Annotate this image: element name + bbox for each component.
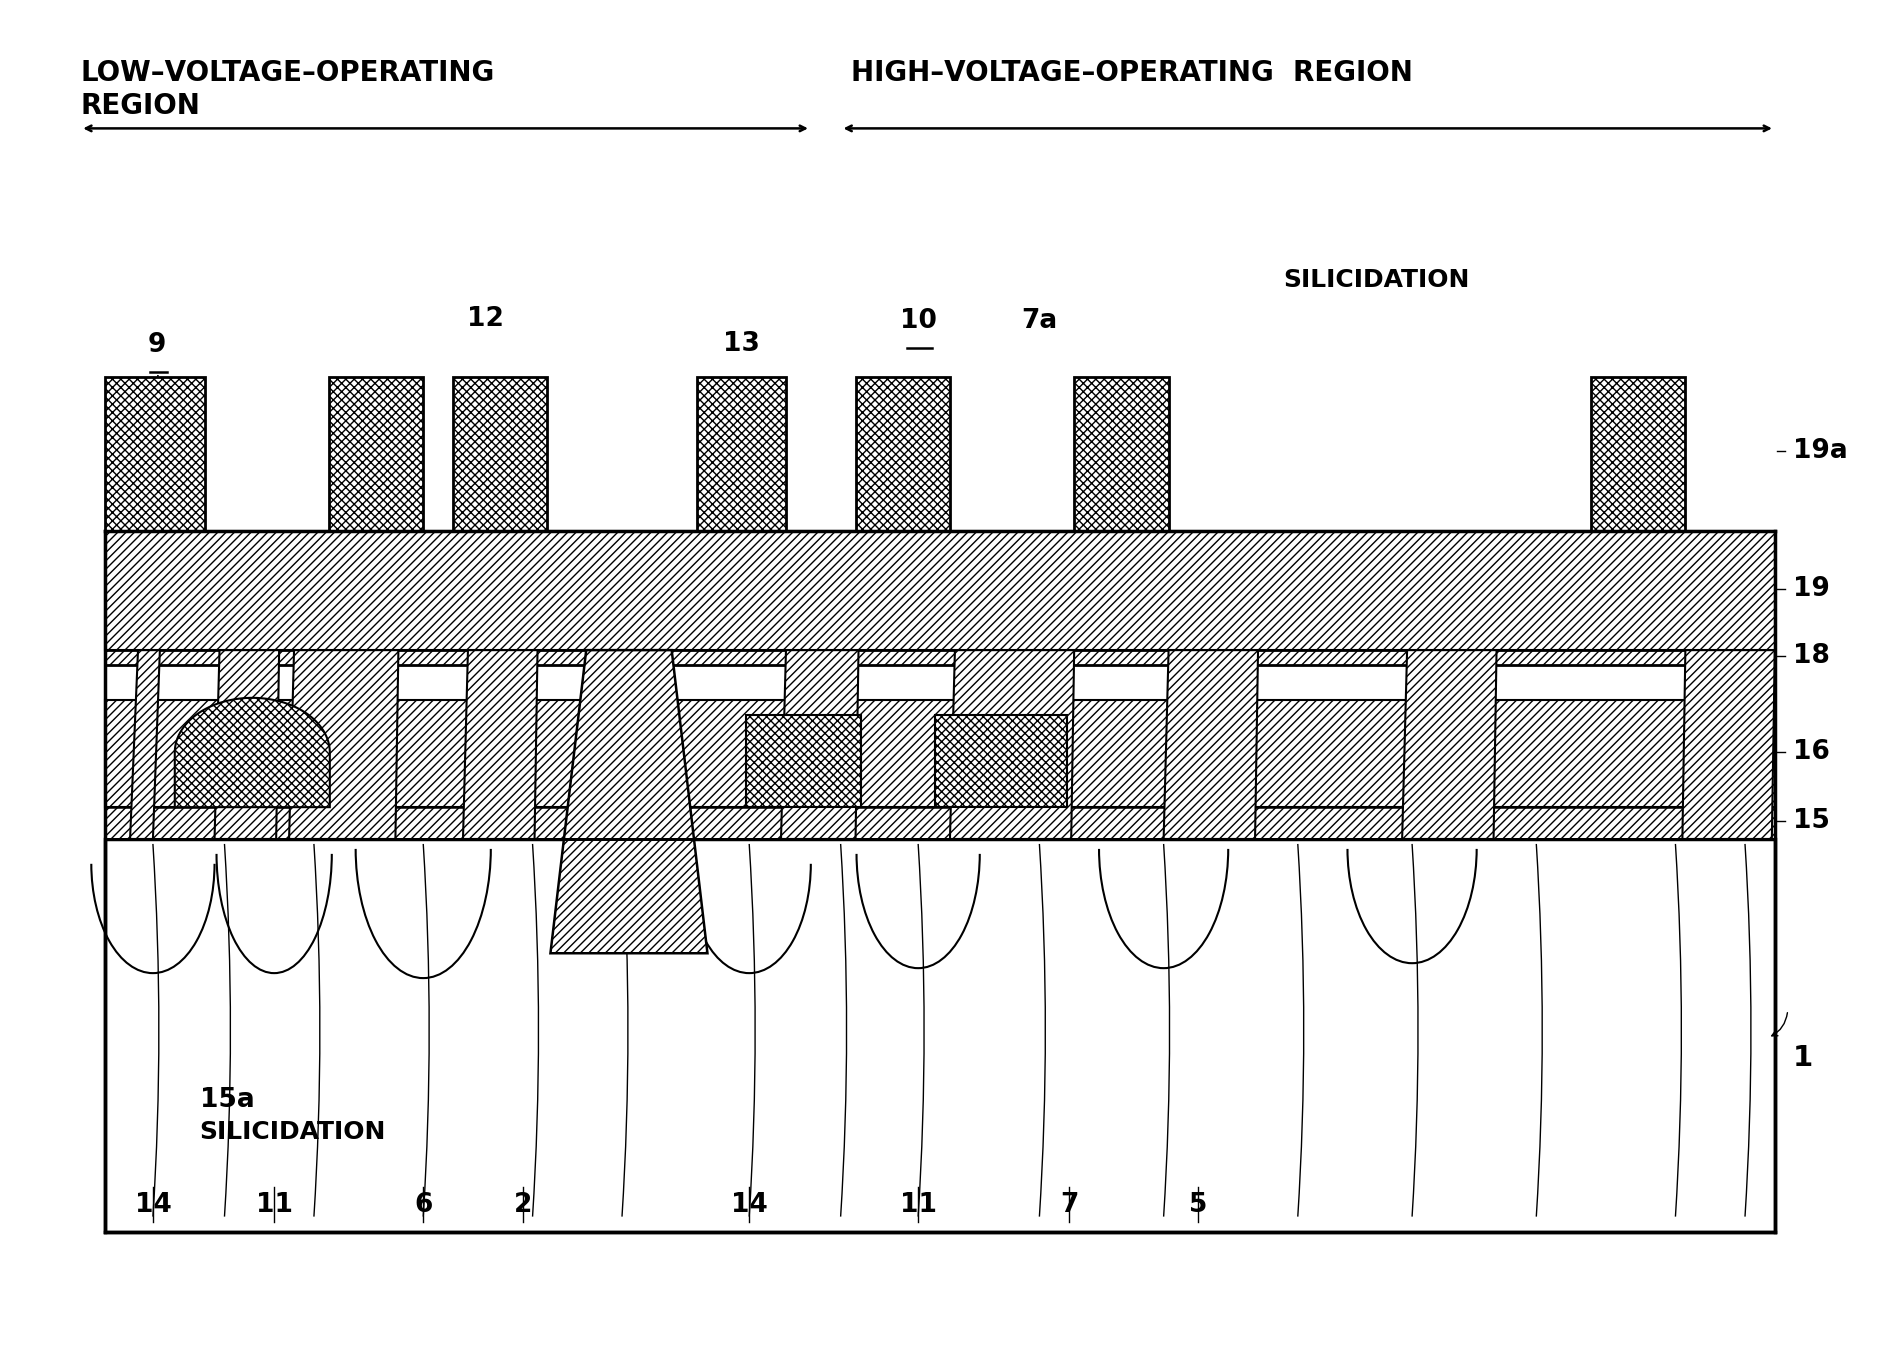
- Polygon shape: [1402, 650, 1497, 839]
- Text: 14: 14: [134, 1191, 172, 1218]
- Bar: [328, 377, 424, 530]
- Bar: [1074, 377, 1169, 530]
- Bar: [452, 377, 547, 530]
- Bar: [935, 715, 1067, 808]
- Polygon shape: [130, 650, 160, 839]
- Bar: [106, 530, 1776, 650]
- Text: 18: 18: [1793, 643, 1830, 669]
- Text: 11: 11: [256, 1191, 292, 1218]
- Polygon shape: [464, 650, 537, 839]
- Text: 15: 15: [1793, 808, 1830, 835]
- Text: 7: 7: [1059, 1191, 1078, 1218]
- Bar: [106, 808, 1776, 839]
- Bar: [106, 377, 205, 530]
- Polygon shape: [1683, 650, 1776, 839]
- Text: SILICIDATION: SILICIDATION: [200, 1120, 386, 1144]
- Text: 6: 6: [415, 1191, 432, 1218]
- Text: LOW–VOLTAGE–OPERATING: LOW–VOLTAGE–OPERATING: [81, 59, 494, 87]
- Text: 11: 11: [899, 1191, 937, 1218]
- Text: 12: 12: [467, 306, 505, 332]
- Bar: [746, 715, 861, 808]
- Polygon shape: [950, 650, 1074, 839]
- Text: SILICIDATION: SILICIDATION: [1284, 268, 1468, 292]
- Bar: [106, 839, 1776, 1232]
- Text: 19: 19: [1793, 576, 1830, 602]
- Text: 13: 13: [722, 331, 760, 357]
- Text: REGION: REGION: [81, 92, 200, 120]
- Polygon shape: [1163, 650, 1257, 839]
- Polygon shape: [175, 697, 330, 808]
- Text: 7a: 7a: [1022, 308, 1057, 334]
- Text: 2: 2: [513, 1191, 532, 1218]
- Bar: [106, 700, 1776, 808]
- Polygon shape: [288, 650, 398, 839]
- Text: 16: 16: [1793, 739, 1830, 765]
- Text: 1: 1: [1793, 1043, 1813, 1071]
- Polygon shape: [780, 650, 858, 839]
- Text: 5: 5: [1189, 1191, 1208, 1218]
- Bar: [856, 377, 950, 530]
- Polygon shape: [550, 650, 707, 953]
- Text: HIGH–VOLTAGE–OPERATING  REGION: HIGH–VOLTAGE–OPERATING REGION: [850, 59, 1412, 87]
- Text: 10: 10: [899, 308, 937, 334]
- Text: 9: 9: [147, 332, 166, 358]
- Text: 15a: 15a: [200, 1088, 254, 1113]
- Bar: [1591, 377, 1685, 530]
- Text: 14: 14: [731, 1191, 767, 1218]
- Text: 19a: 19a: [1793, 439, 1847, 464]
- Polygon shape: [215, 650, 279, 839]
- Bar: [106, 650, 1776, 665]
- Bar: [697, 377, 786, 530]
